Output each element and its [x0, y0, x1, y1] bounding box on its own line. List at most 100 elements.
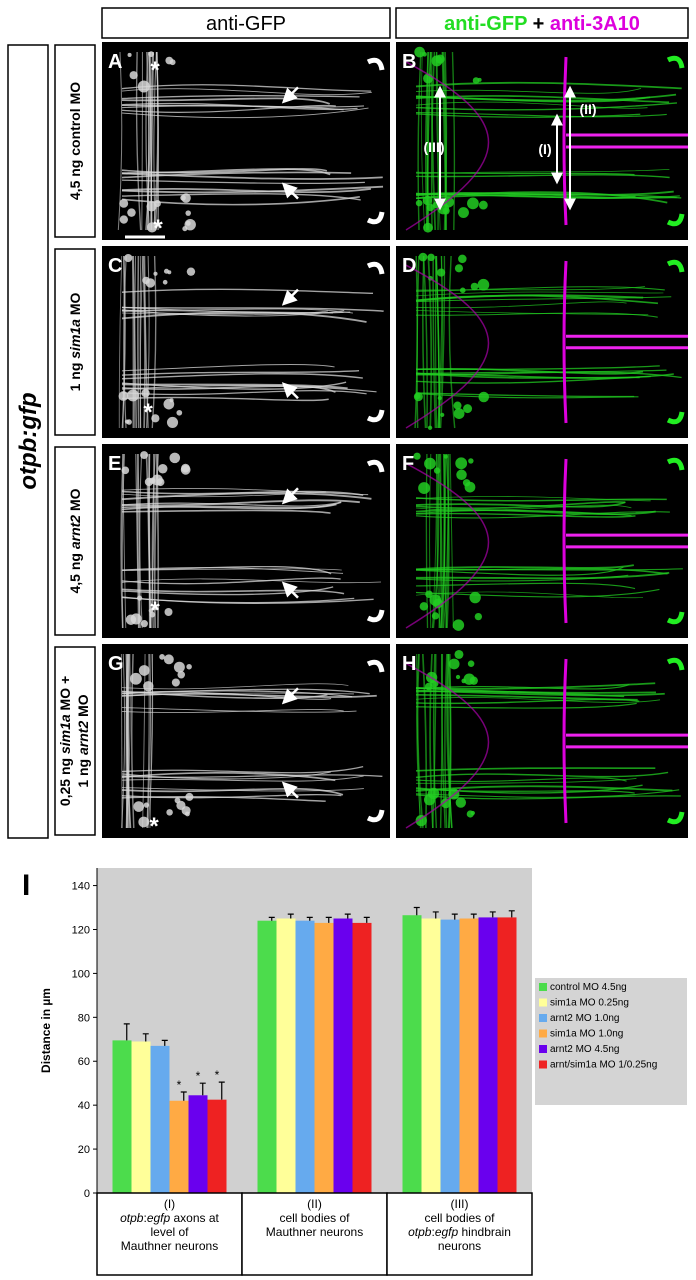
side-label: otpb:gfp — [15, 392, 42, 489]
fiber — [121, 97, 331, 105]
text-run: anti-3A10 — [550, 13, 640, 35]
text-run: 1 ng — [75, 755, 91, 788]
cell — [174, 797, 181, 804]
text-run: axons at — [170, 1211, 219, 1225]
error-bar — [123, 1023, 130, 1041]
cell — [453, 401, 462, 410]
cell — [440, 798, 451, 809]
cell — [431, 612, 440, 620]
fiber — [121, 775, 364, 782]
bar — [402, 915, 422, 1193]
fiber — [415, 511, 670, 519]
cell — [185, 792, 194, 801]
fiber — [121, 255, 126, 429]
fiber — [415, 191, 668, 204]
error-bar — [180, 1091, 187, 1101]
axon — [405, 662, 490, 829]
x-tick-label: otpb:egfp hindbrain — [408, 1225, 511, 1239]
cell — [184, 811, 190, 817]
fiber — [121, 373, 363, 380]
panel-letter: B — [402, 51, 416, 73]
panel-letter: F — [402, 453, 414, 475]
otic — [666, 657, 685, 825]
cell — [427, 787, 440, 800]
x-tick-label: Mauthner neurons — [121, 1239, 218, 1253]
fiber — [415, 684, 630, 690]
cell — [427, 425, 433, 430]
fiber — [121, 172, 383, 180]
cell — [413, 392, 423, 402]
cell — [425, 590, 433, 598]
y-tick-label: 40 — [78, 1100, 90, 1112]
x-tick-label: otpb:egfp axons at — [120, 1211, 219, 1225]
cell — [124, 253, 133, 263]
fiber — [121, 105, 364, 109]
fiber — [121, 308, 353, 314]
fiber — [121, 707, 357, 713]
text-run: 0,25 ng — [57, 754, 73, 806]
micrograph: D — [396, 246, 688, 438]
fiber — [121, 306, 384, 312]
fiber — [121, 501, 342, 507]
fiber — [415, 497, 667, 502]
fiber — [135, 453, 140, 629]
fiber — [415, 296, 672, 303]
mauthner — [562, 260, 568, 424]
arrow — [281, 288, 299, 306]
cell — [163, 654, 174, 665]
cell — [442, 207, 450, 215]
fiber — [121, 369, 360, 376]
cell — [149, 477, 156, 484]
legend-swatch — [539, 1014, 547, 1022]
bar — [497, 917, 517, 1193]
x-tick-label: (II) — [307, 1197, 322, 1211]
error-bar — [413, 906, 420, 916]
fiber — [121, 787, 344, 796]
cell — [151, 414, 160, 423]
fiber — [415, 785, 673, 792]
cell — [136, 595, 143, 601]
cell — [119, 198, 129, 208]
bar — [421, 918, 441, 1193]
row-label: 4,5 ng control MO — [67, 82, 83, 200]
fiber — [121, 364, 335, 372]
fiber — [451, 51, 456, 231]
cell — [146, 201, 157, 212]
fiber — [121, 499, 360, 507]
text-run: 4,5 ng control MO — [67, 82, 83, 200]
legend-label: arnt2 MO 4.5ng — [550, 1044, 619, 1055]
bar — [207, 1099, 227, 1193]
fiber — [420, 51, 426, 231]
fiber — [415, 101, 648, 109]
fiber — [415, 687, 656, 694]
fiber — [121, 311, 367, 323]
cell — [478, 391, 490, 403]
cell — [424, 457, 436, 470]
text-run: MO — [67, 292, 83, 319]
fiber — [415, 504, 632, 511]
cell — [418, 252, 428, 262]
fiber — [422, 255, 428, 429]
cell — [443, 196, 455, 208]
cell — [177, 671, 186, 679]
cell — [159, 653, 165, 660]
micrograph: G — [102, 644, 390, 838]
text-run: MO — [67, 488, 83, 515]
fiber — [121, 396, 329, 402]
y-tick-label: 80 — [78, 1012, 90, 1024]
fiber — [121, 193, 361, 201]
cell — [455, 457, 468, 470]
cell — [121, 466, 130, 475]
significance: * — [215, 1068, 220, 1082]
cell — [143, 802, 150, 808]
arrow — [281, 687, 299, 705]
cell — [470, 282, 479, 291]
cell — [165, 56, 174, 65]
fiber — [121, 586, 334, 596]
measure-label: (III) — [424, 139, 445, 155]
cell — [141, 388, 150, 398]
cell — [419, 602, 429, 611]
fiber — [421, 653, 428, 829]
y-tick-label: 140 — [72, 881, 90, 893]
